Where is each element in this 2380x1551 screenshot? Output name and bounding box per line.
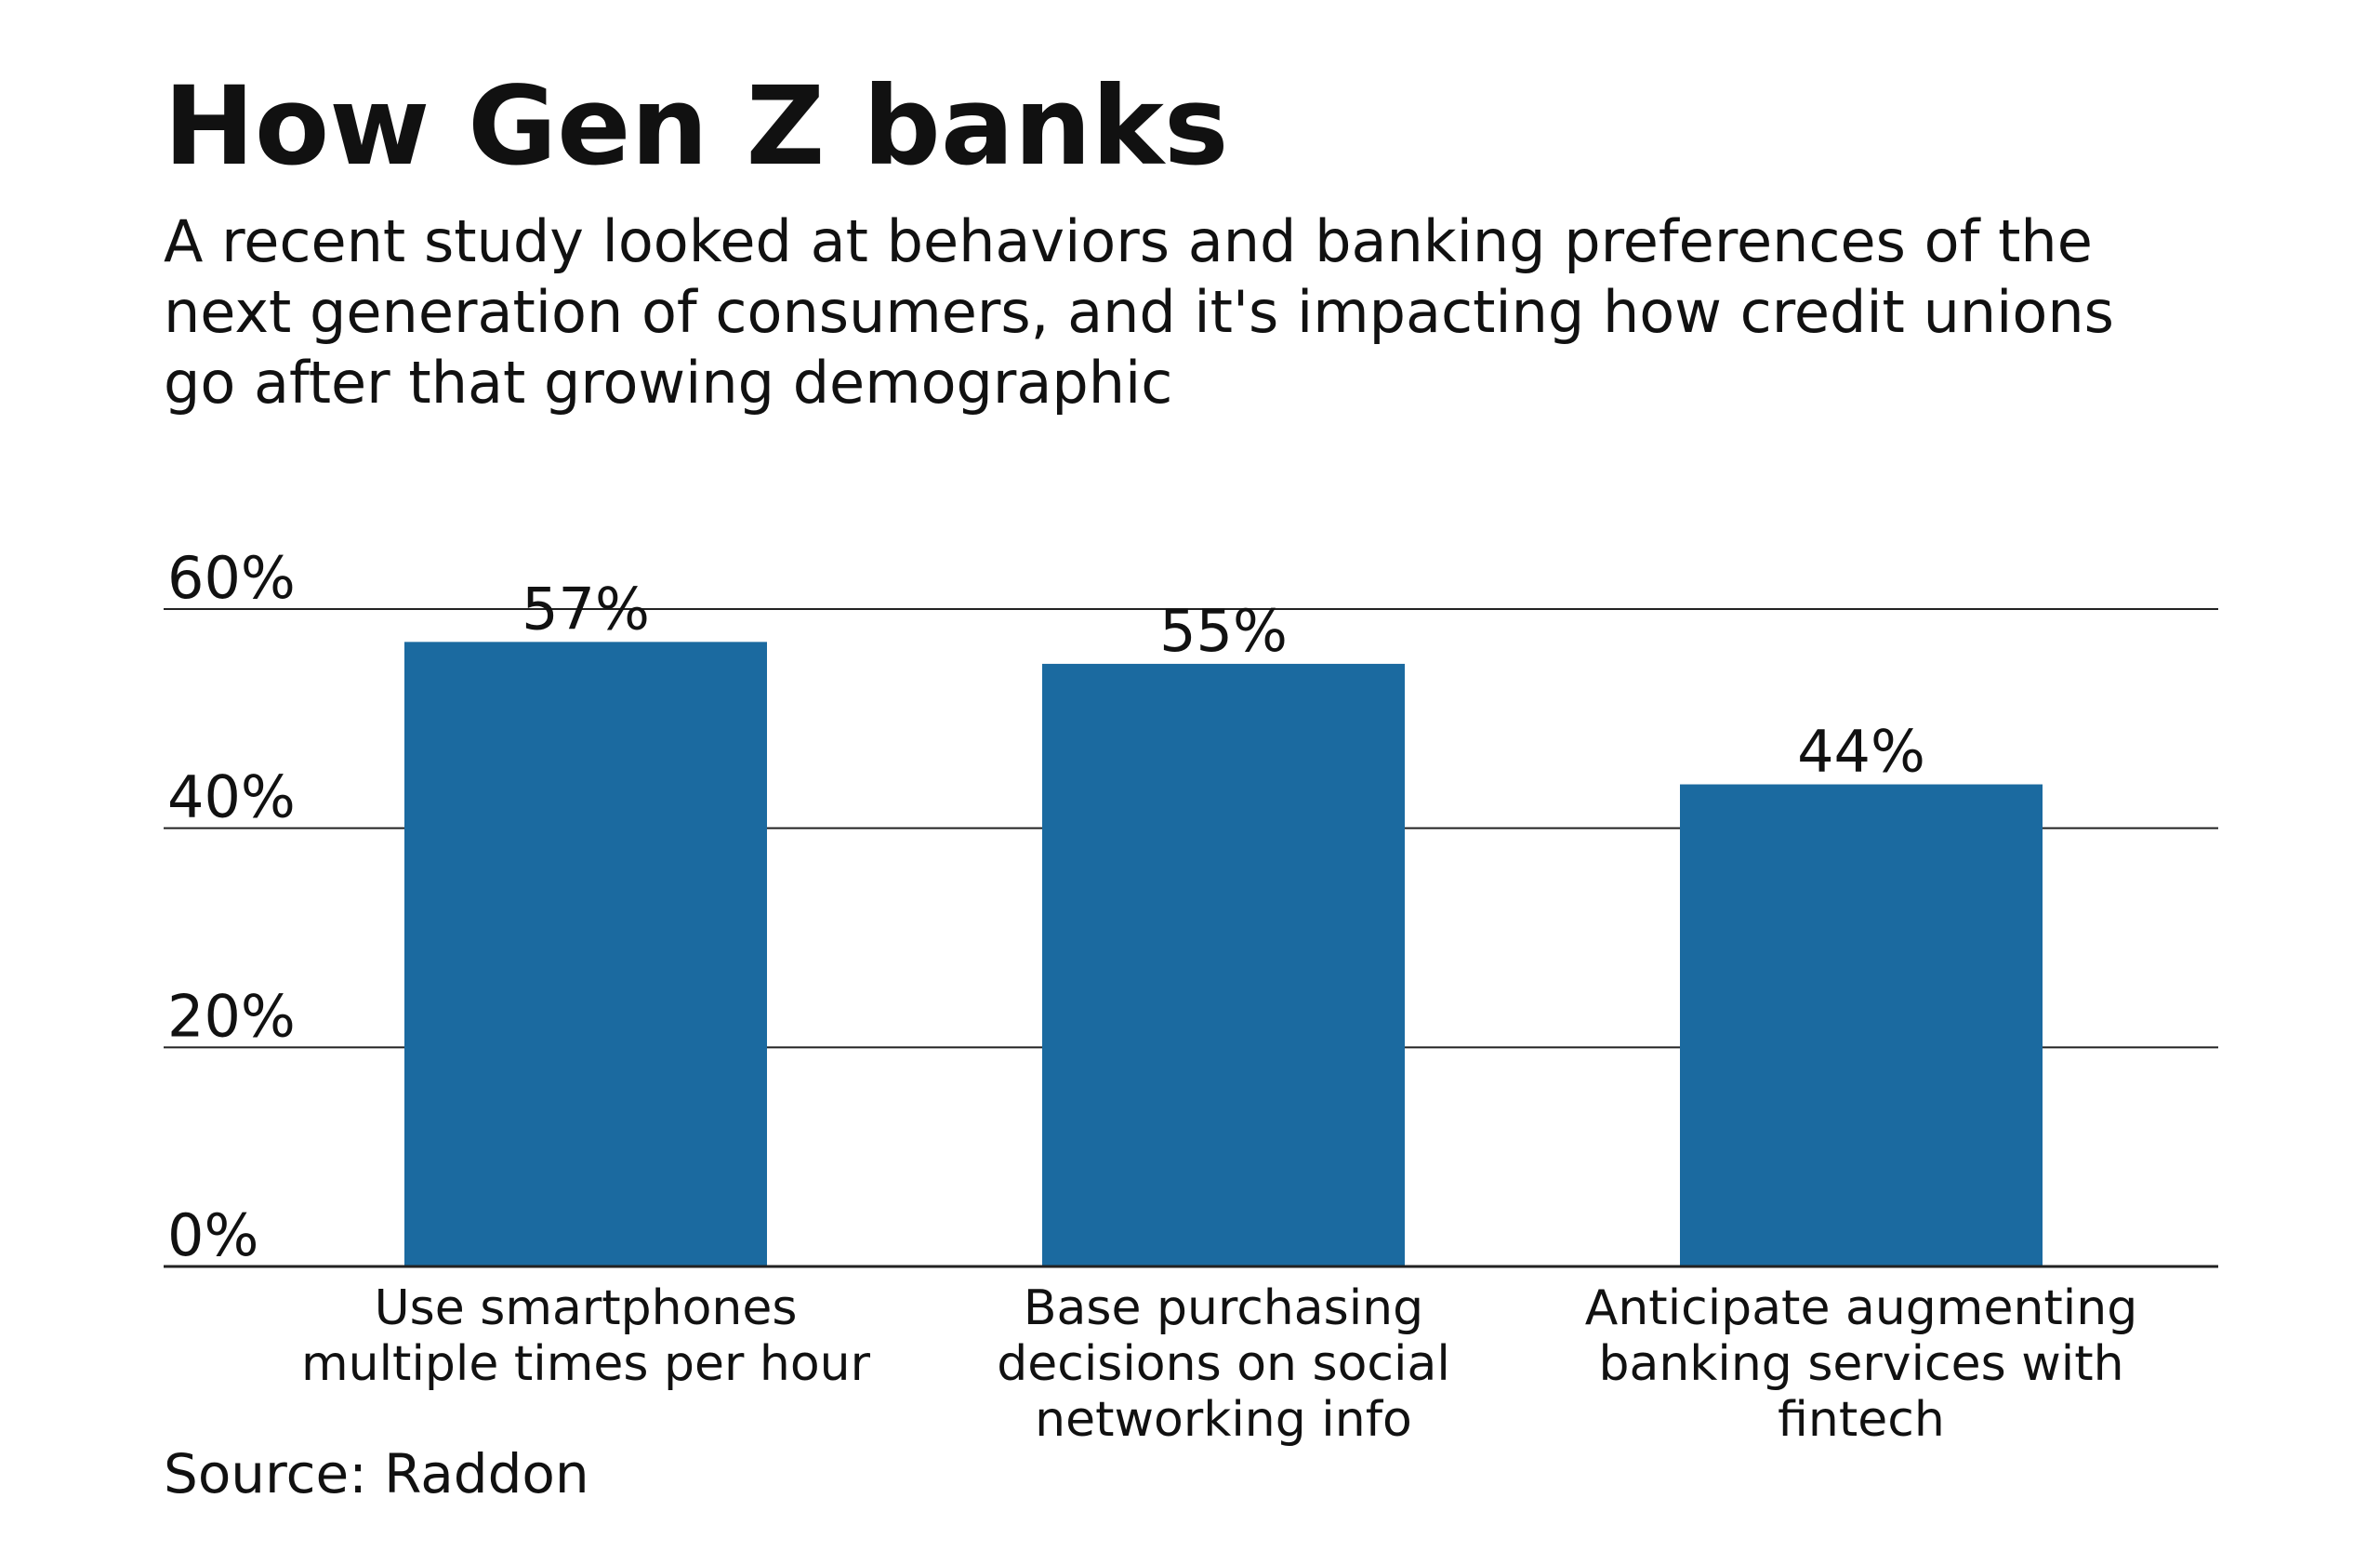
bar [1680,784,2043,1266]
x-category-label-line: fintech [1778,1392,1945,1448]
x-category-label-line: banking services with [1598,1336,2123,1392]
x-category-label-line: decisions on social [997,1336,1450,1392]
x-category-label: Anticipate augmenting banking services wi… [1585,1280,2137,1448]
x-category-label-line: Base purchasing [1024,1280,1423,1336]
y-tick-label: 60% [167,544,296,612]
y-tick-label: 40% [167,763,296,831]
x-category-label-line: multiple times per hour [301,1336,871,1392]
bars [404,642,2043,1266]
bar-value-label: 44% [1797,718,1925,786]
y-tick-label: 0% [167,1201,258,1269]
chart-subtitle: A recent study looked at behaviors and b… [164,207,2114,417]
x-category-label-line: Anticipate augmenting [1585,1280,2137,1336]
bar [404,642,767,1266]
category-labels: Use smartphones multiple times per hour Ba… [301,1280,2137,1448]
value-labels: 57% 55% 44% [164,575,2218,1268]
y-tick-label: 20% [167,982,296,1050]
x-category-label: Use smartphones multiple times per hour [301,1280,871,1392]
bar-value-label: 55% [1159,597,1288,665]
y-axis-ticks: 0% 20% 40% 60% [167,544,296,1269]
x-category-label: Base purchasing decisions on social networ… [997,1280,1450,1448]
source-note: Source: Raddon [164,1442,589,1505]
chart-title: How Gen Z banks [164,62,1229,190]
bar [1042,663,1405,1266]
x-category-label-line: networking info [1035,1392,1412,1448]
x-category-label-line: Use smartphones [375,1280,798,1336]
bar-value-label: 57% [522,575,650,643]
